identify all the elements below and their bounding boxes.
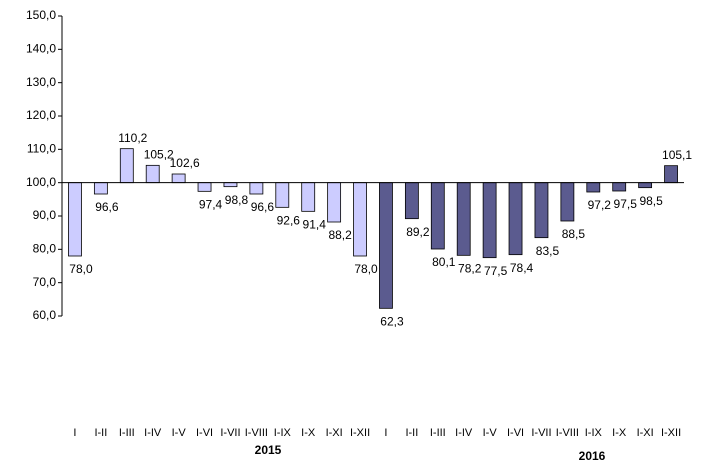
x-tick-label: I-VII [220,427,240,439]
bar [327,182,342,223]
bar [560,182,575,222]
bar [119,148,134,184]
value-label: 78,0 [354,262,378,276]
x-tick-label: I-VII [531,427,551,439]
value-label: 83,5 [536,244,560,258]
value-label: 91,4 [303,218,327,232]
y-tick-label: 90,0 [33,208,57,222]
value-label: 97,2 [588,198,612,212]
bar [612,182,627,192]
bar [223,182,238,188]
x-tick-label: I-II [94,427,107,439]
bar [456,182,471,256]
y-tick-label: 70,0 [33,275,57,289]
value-label: 96,6 [251,200,275,214]
y-tick-label: 130,0 [26,75,56,89]
x-tick-label: I-III [119,427,135,439]
x-tick-label: I-IX [585,427,603,439]
x-tick-label: I-X [612,427,627,439]
value-label: 98,5 [639,194,663,208]
bar [430,182,445,250]
bar [249,182,264,195]
x-tick-label: I [384,427,387,439]
x-tick-label: I-XI [326,427,343,439]
bar [508,182,523,256]
bar [301,182,316,212]
value-label: 78,0 [69,262,93,276]
bar [534,182,549,239]
x-tick-label: I-III [430,427,446,439]
value-label: 97,5 [614,197,638,211]
value-label: 97,4 [199,198,223,212]
x-tick-label: I-VI [507,427,524,439]
value-label: 110,2 [118,131,147,145]
x-tick-label: I-XII [661,427,681,439]
bar [638,182,653,189]
x-tick-label: I-VIII [245,427,268,439]
x-tick-label: I-X [301,427,316,439]
bar [379,182,393,309]
x-tick-label: I-VIII [556,427,579,439]
group-label: 2016 [579,449,606,463]
x-tick-label: I-IX [274,427,292,439]
y-tick-label: 110,0 [27,142,56,156]
y-tick-label: 140,0 [26,42,56,56]
value-label: 92,6 [277,214,301,228]
x-tick-label: I-IV [144,427,162,439]
value-label: 80,1 [432,255,456,269]
x-tick-label: I-XI [637,427,654,439]
x-tick-label: I-II [405,427,418,439]
group-label: 2015 [255,443,282,457]
y-tick-label: 100,0 [26,175,56,189]
bar [275,182,290,208]
value-label: 62,3 [380,315,404,329]
bar [197,182,212,192]
x-tick-label: I-XII [350,427,370,439]
y-tick-label: 60,0 [33,308,57,322]
y-tick-label: 150,0 [26,8,56,22]
value-label: 77,5 [484,264,508,278]
value-label: 98,8 [225,193,249,207]
bar [664,165,678,184]
y-tick-label: 120,0 [26,108,56,122]
value-label: 88,2 [328,228,352,242]
bar [171,173,186,184]
value-label: 78,2 [458,262,482,276]
bar [404,182,419,220]
x-tick-label: I-V [483,427,498,439]
value-label: 102,6 [170,156,200,170]
bar [68,182,82,257]
x-tick-label: I [73,427,76,439]
x-tick-label: I-V [172,427,187,439]
bar [93,182,108,195]
value-label: 89,2 [406,225,430,239]
value-label: 88,5 [562,227,586,241]
x-tick-label: I-VI [196,427,213,439]
y-tick-label: 80,0 [33,242,57,256]
value-label: 96,6 [95,200,119,214]
bar [482,182,497,259]
bar [353,182,367,257]
value-label: 78,4 [510,261,534,275]
bar [586,182,601,193]
value-label: 105,1 [662,148,692,162]
x-tick-label: I-IV [455,427,473,439]
value-label: 105,2 [144,148,174,162]
bar [145,164,160,184]
